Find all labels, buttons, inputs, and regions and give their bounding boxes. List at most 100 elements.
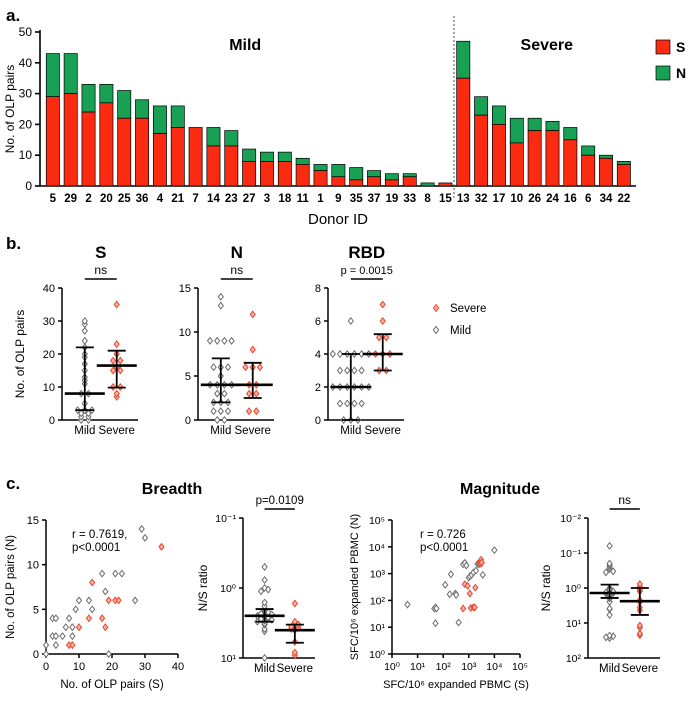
plot-title: S [95,243,106,262]
x-tick-label: 5 [50,193,57,205]
panel-a-letter: a. [6,6,21,25]
bar-segment-N [117,90,132,119]
significance-label: ns [230,263,243,277]
data-point-severe [69,641,76,650]
data-point-severe [158,542,165,551]
data-point-mild [52,641,60,650]
x-tick-label: 13 [457,193,470,205]
data-point-severe [291,648,298,657]
bar-segment-N [206,127,221,147]
data-point-mild [479,570,486,579]
data-point-severe [113,389,120,398]
group-tick-label: Mild [254,663,275,675]
data-point-severe [75,623,83,632]
x-tick-label: 10⁵ [512,661,528,673]
bar-segment-N [581,145,596,156]
plot-title: RBD [348,243,385,262]
bar-segment-S [99,102,114,187]
panel-b-plot-s: 0 10 20 30 40 Mild Severe nsS No. of OLP pairs [13,243,138,437]
significance-label: ns [94,263,107,277]
bar-segment-S [367,176,381,187]
bar-segment-S [295,164,310,187]
x-axis-label: No. of OLP pairs (S) [60,679,163,691]
x-tick-label: 18 [278,193,291,205]
data-point-mild [81,326,88,335]
y-tick-label: 15 [179,283,191,295]
bar-segment-N [384,173,399,181]
bar-segment-S [188,127,203,187]
data-point-mild [446,590,453,599]
bar-segment-S [224,145,239,187]
panel-b-letter: b. [6,234,22,253]
breadth-ratio-plot: 10¹ 10⁰ 10⁻¹ Mild Severe p=0.0109 N/S ratio [196,495,315,675]
y-tick-label: 10¹ [221,653,237,665]
data-point-severe [466,589,473,598]
data-point-severe [117,356,124,365]
bar-segment-S [456,77,471,187]
data-point-mild [102,587,109,596]
data-point-severe [636,621,643,630]
x-tick-label: 16 [564,193,577,205]
bar-segment-N [420,182,435,187]
data-point-mild [141,533,149,542]
y-axis-label: N/S ratio [539,564,553,611]
bar-segment-S [402,176,417,187]
data-point-mild [221,415,228,425]
bar-segment-N [545,120,560,131]
bar-segment-S [438,182,453,187]
bar-segment-S [313,170,328,187]
significance-label: ns [618,493,631,507]
data-point-mild [221,336,228,345]
data-point-mild [606,541,613,550]
data-point-mild [206,336,214,345]
bar-segment-S [616,164,631,187]
x-tick-label: 17 [493,193,506,205]
data-point-mild [606,610,613,619]
data-point-mild [606,559,613,568]
data-point-mild [75,596,83,605]
data-point-mild [358,399,365,408]
data-point-severe [256,363,264,372]
data-point-severe [98,614,106,623]
data-point-mild [138,524,145,533]
y-tick-label: 10² [370,595,386,607]
x-tick-label: 2 [85,193,91,205]
data-point-severe [379,316,386,326]
y-axis-label: SFC/10⁶ expanded PBMC (N) [349,514,361,660]
group-label-mild: Mild [229,37,261,54]
y-tick-label: 0 [185,415,191,427]
breadth-scatter: 0 5 10 15 0 10 20 30 40 r = 0.7619,p<0.0001 No. of… [5,515,184,691]
legend-label-S: S [676,39,685,55]
data-point-severe [464,581,471,590]
x-tick-label: 14 [207,193,220,205]
bar-segment-N [527,117,542,131]
bar-segment-N [224,130,239,147]
data-point-mild [358,366,365,375]
bar-segment-N [295,157,310,165]
x-tick-label: 22 [617,193,630,205]
bar-segment-N [277,151,292,162]
data-point-severe [117,366,124,375]
legend-swatch-N [655,65,671,81]
group-tick-label: Severe [235,425,271,437]
x-tick-label: 7 [192,193,198,205]
x-tick-label: 36 [136,193,149,205]
data-point-mild [224,407,232,416]
data-point-mild [442,580,449,589]
data-point-severe [375,333,383,342]
panel-a-legend: SN [655,39,686,81]
y-tick-label: 10⁻¹ [215,513,236,525]
data-point-mild [214,415,221,425]
bar-segment-N [81,84,96,113]
x-tick-label: 24 [546,193,559,205]
y-tick-label: 10⁵ [369,515,385,527]
y-tick-label: 20 [43,349,55,361]
data-point-mild [81,316,88,326]
data-point-mild [336,366,344,375]
data-point-severe [105,596,112,605]
group-label-severe: Severe [521,37,574,54]
y-tick-label: 5 [185,371,191,383]
significance-label: p=0.0109 [256,495,304,507]
x-tick-label: 10³ [461,661,477,673]
